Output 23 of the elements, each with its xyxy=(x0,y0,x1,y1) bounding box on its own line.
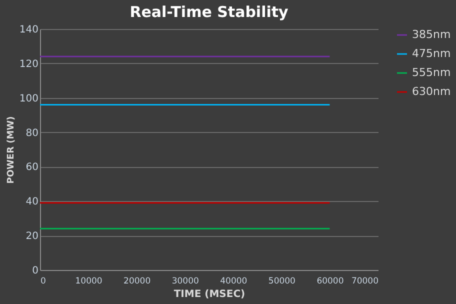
x-tick-label: 50000 xyxy=(268,276,296,286)
y-tick-label: 60 xyxy=(26,162,38,174)
y-tick-label: 40 xyxy=(26,196,38,208)
y-tick-label: 0 xyxy=(32,266,38,276)
x-tick-label: 30000 xyxy=(172,276,199,286)
y-tick-label: 20 xyxy=(26,231,38,242)
legend-label: 555nm xyxy=(412,66,451,79)
y-tick-label: 120 xyxy=(19,58,38,70)
y-tick-label: 140 xyxy=(19,24,38,36)
x-tick-label: 40000 xyxy=(220,276,248,286)
x-tick-label: 60000 xyxy=(316,276,344,286)
y-tick-label: 80 xyxy=(26,128,38,139)
x-tick-label: 70000 xyxy=(351,276,378,286)
x-tick-label: 0 xyxy=(40,276,46,286)
legend-label: 630nm xyxy=(412,85,451,98)
legend-label: 385nm xyxy=(412,28,451,41)
chart-title: Real-Time Stability xyxy=(130,3,289,21)
x-tick-label: 20000 xyxy=(124,276,151,286)
y-axis-title: POWER (MW) xyxy=(6,116,16,184)
x-tick-label: 10000 xyxy=(75,276,102,286)
y-tick-label: 100 xyxy=(19,93,38,104)
legend-label: 475nm xyxy=(412,47,451,60)
x-axis-title: TIME (MSEC) xyxy=(174,289,246,300)
